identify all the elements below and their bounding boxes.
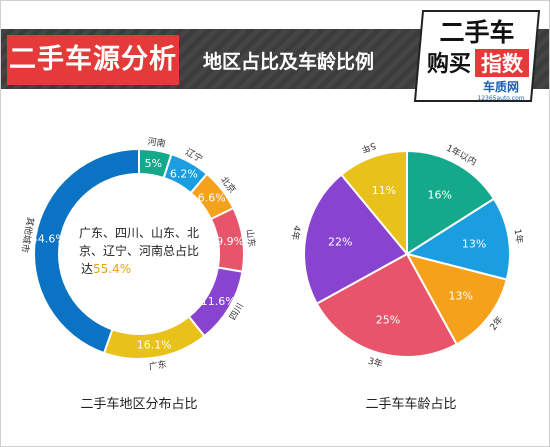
region-value-label-0: 5%	[145, 157, 162, 170]
logo-line-2b: 指数	[481, 52, 524, 76]
region-category-label-0: 河南	[147, 135, 167, 150]
donut-center-text-line-1: 京、辽宁、河南总占比	[79, 243, 199, 258]
age-slice-1	[404, 197, 511, 281]
logo-line-1: 二手车	[439, 18, 514, 47]
page-title: 二手车源分析	[7, 35, 179, 85]
region-value-label-4: 11.6%	[201, 295, 236, 308]
age-value-label-5: 11%	[372, 184, 396, 197]
age-chart-title: 二手车车龄占比	[365, 397, 457, 412]
age-category-label-4: 4年	[289, 224, 304, 241]
age-value-label-2: 13%	[449, 290, 473, 303]
region-value-label-1: 6.2%	[170, 168, 198, 181]
age-category-label-5: 5年	[360, 140, 378, 156]
age-category-label-1: 1年	[512, 228, 526, 244]
age-slice-4	[303, 173, 409, 305]
logo-red-block	[475, 49, 529, 77]
age-slice-5	[339, 149, 408, 257]
region-category-label-5: 广东	[148, 358, 168, 373]
brand-logo: 二手车 购买 指数 车质网 12365auto.com	[413, 10, 541, 102]
age-category-label-3: 3年	[367, 355, 384, 371]
header: 二手车源分析 地区占比及车龄比例 二手车 购买 指数 车质网 12365auto…	[1, 1, 549, 113]
age-slice-3	[315, 252, 458, 358]
region-chart-title: 二手车地区分布占比	[80, 397, 198, 412]
age-slice-0	[406, 149, 496, 256]
age-value-label-4: 22%	[328, 235, 352, 248]
page-subtitle: 地区占比及车龄比例	[203, 51, 375, 73]
age-value-label-0: 16%	[428, 188, 452, 201]
region-value-label-6: 44.6%	[31, 232, 66, 245]
logo-line-2a: 购买	[427, 51, 471, 77]
region-slice-6	[33, 147, 140, 355]
logo-url: 12365auto.com	[477, 95, 524, 102]
region-category-label-3: 山东	[244, 228, 258, 248]
region-value-label-2: 6.6%	[198, 192, 226, 205]
age-slice-2	[405, 252, 508, 346]
donut-center-text-total: 达55.4%	[81, 262, 131, 276]
donut-center-text-line-0: 广东、四川、山东、北	[79, 226, 199, 240]
region-value-label-3: 9.9%	[216, 235, 244, 248]
region-value-label-5: 16.1%	[137, 339, 172, 352]
age-value-label-3: 25%	[376, 313, 400, 326]
age-value-label-1: 13%	[462, 237, 486, 250]
logo-brand: 车质网	[483, 79, 519, 94]
